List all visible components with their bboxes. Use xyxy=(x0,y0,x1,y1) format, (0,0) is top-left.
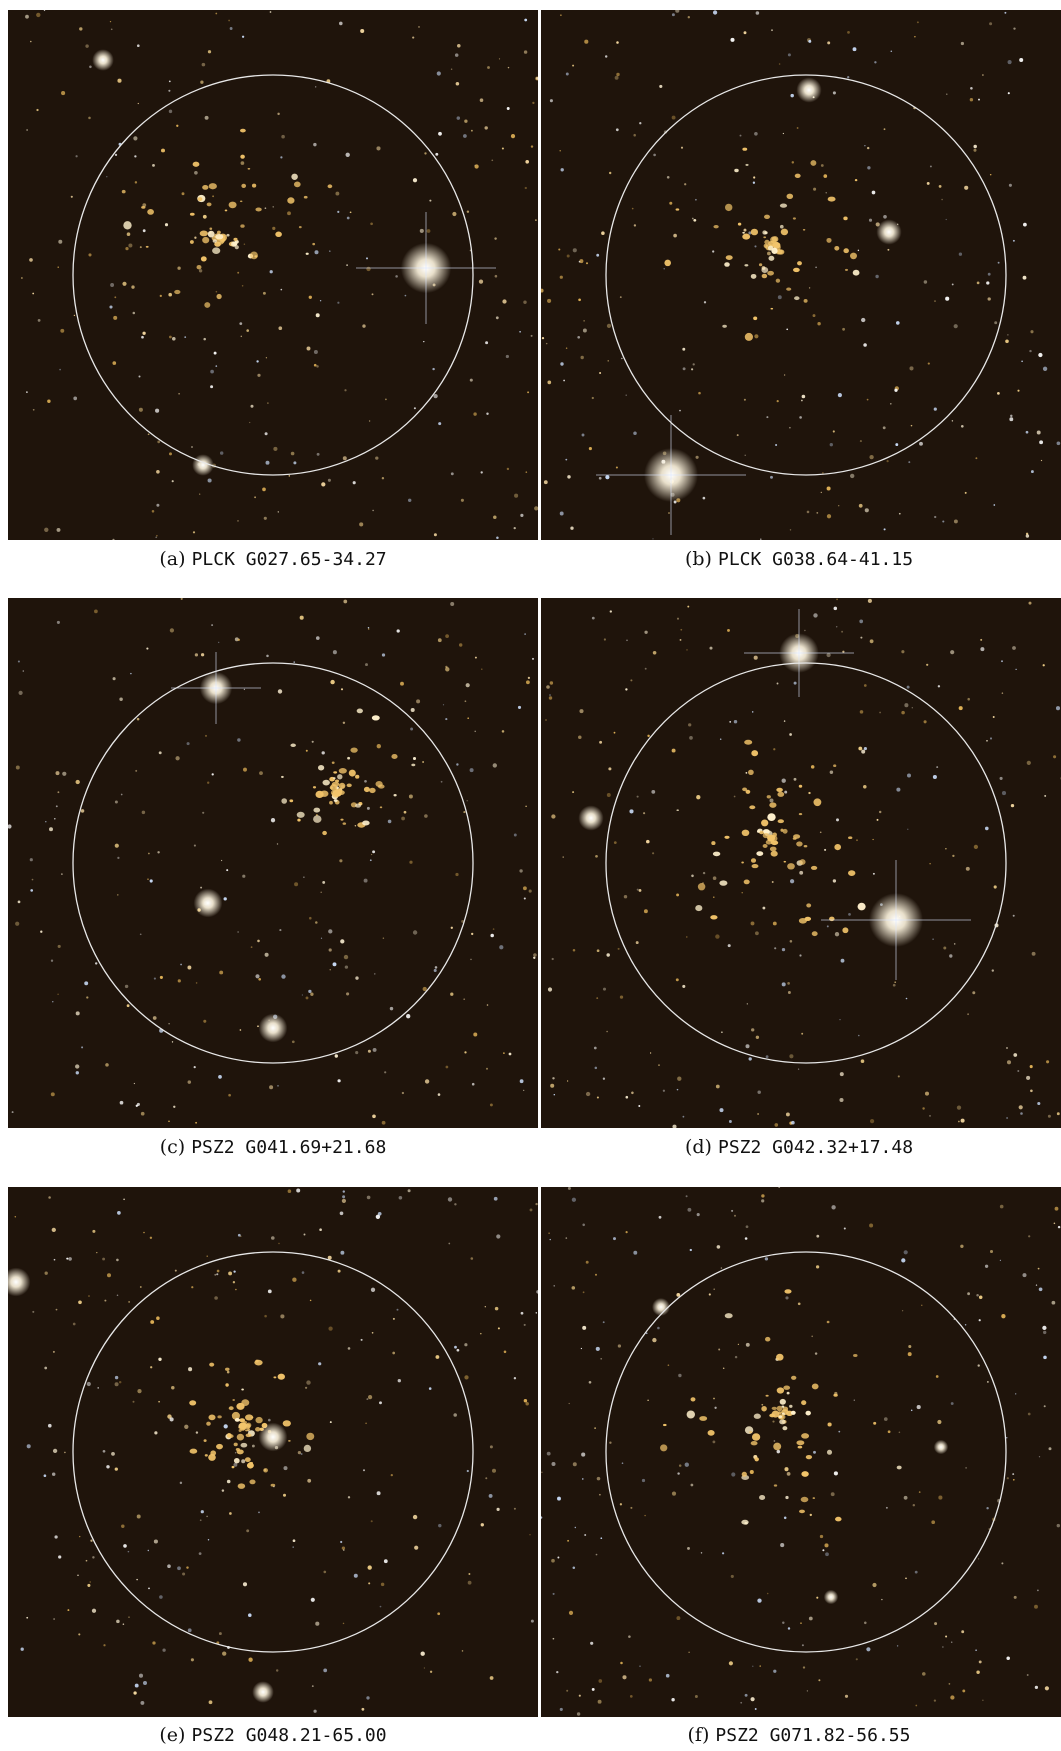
cluster-galaxies xyxy=(660,1289,902,1525)
caption-tag-c: (c) xyxy=(159,1136,186,1158)
cluster-galaxies xyxy=(664,147,860,341)
sky-field-image-c xyxy=(8,598,538,1128)
bright-star xyxy=(652,1298,670,1316)
image-panel-e xyxy=(8,1187,538,1717)
background-sources xyxy=(545,598,1061,1128)
caption-name-e: PSZ2 G048.21-65.00 xyxy=(191,1725,387,1746)
caption-c: (c) PSZ2 G041.69+21.68 xyxy=(8,1136,538,1162)
bright-star xyxy=(578,805,604,831)
cluster-galaxies xyxy=(121,128,333,308)
cluster-galaxies xyxy=(189,1359,315,1489)
image-panel-b xyxy=(541,10,1061,540)
image-panel-c xyxy=(8,598,538,1128)
aperture-circle xyxy=(605,1251,1007,1653)
sky-field-image-b xyxy=(541,10,1061,540)
caption-tag-d: (d) xyxy=(684,1136,712,1158)
bright-star xyxy=(933,1439,949,1455)
bright-star xyxy=(92,49,114,71)
caption-name-c: PSZ2 G041.69+21.68 xyxy=(191,1137,387,1158)
bright-star xyxy=(796,77,822,103)
caption-tag-a: (a) xyxy=(159,548,186,570)
caption-name-d: PSZ2 G042.32+17.48 xyxy=(717,1137,914,1158)
bright-stars xyxy=(652,1298,949,1605)
sky-background xyxy=(541,1187,1061,1717)
bright-stars xyxy=(171,652,288,1043)
image-panel-d xyxy=(541,598,1061,1128)
bright-star xyxy=(8,1267,31,1297)
background-sources xyxy=(14,1188,538,1713)
aperture-circle xyxy=(72,1251,474,1653)
cluster-galaxies xyxy=(281,708,416,836)
sky-field-image-f xyxy=(541,1187,1061,1717)
bright-stars xyxy=(92,49,496,476)
caption-e: (e) PSZ2 G048.21-65.00 xyxy=(8,1724,538,1750)
caption-d: (d) PSZ2 G042.32+17.48 xyxy=(534,1136,1061,1162)
bright-star xyxy=(193,888,223,918)
bright-star xyxy=(823,1589,839,1605)
bright-star xyxy=(252,1681,274,1703)
background-sources xyxy=(8,598,537,1125)
bright-stars xyxy=(8,1267,288,1703)
bright-stars xyxy=(596,77,902,535)
caption-tag-f: (f) xyxy=(687,1724,710,1746)
cluster-galaxies xyxy=(671,739,866,937)
aperture-circle xyxy=(605,662,1007,1064)
caption-name-b: PLCK G038.64-41.15 xyxy=(717,549,914,570)
bright-star xyxy=(258,1013,288,1043)
bright-star xyxy=(258,1422,288,1452)
bright-star xyxy=(876,219,902,245)
caption-tag-e: (e) xyxy=(159,1724,186,1746)
sky-field-image-d xyxy=(541,598,1061,1128)
aperture-circle xyxy=(72,74,474,476)
caption-b: (b) PLCK G038.64-41.15 xyxy=(534,548,1061,574)
sky-field-image-a xyxy=(8,10,538,540)
image-panel-a xyxy=(8,10,538,540)
aperture-circle xyxy=(605,74,1007,476)
caption-name-f: PSZ2 G071.82-56.55 xyxy=(715,1725,911,1746)
sky-field-image-e xyxy=(8,1187,538,1717)
background-sources xyxy=(541,1187,1061,1716)
sky-background xyxy=(8,598,538,1128)
caption-a: (a) PLCK G027.65-34.27 xyxy=(8,548,538,574)
sky-background xyxy=(8,10,538,540)
caption-name-a: PLCK G027.65-34.27 xyxy=(191,549,387,570)
image-panel-f xyxy=(541,1187,1061,1717)
caption-f: (f) PSZ2 G071.82-56.55 xyxy=(534,1724,1061,1750)
caption-tag-b: (b) xyxy=(684,548,712,570)
aperture-circle xyxy=(72,662,474,1064)
sky-background xyxy=(8,1187,538,1717)
background-sources xyxy=(21,10,538,540)
